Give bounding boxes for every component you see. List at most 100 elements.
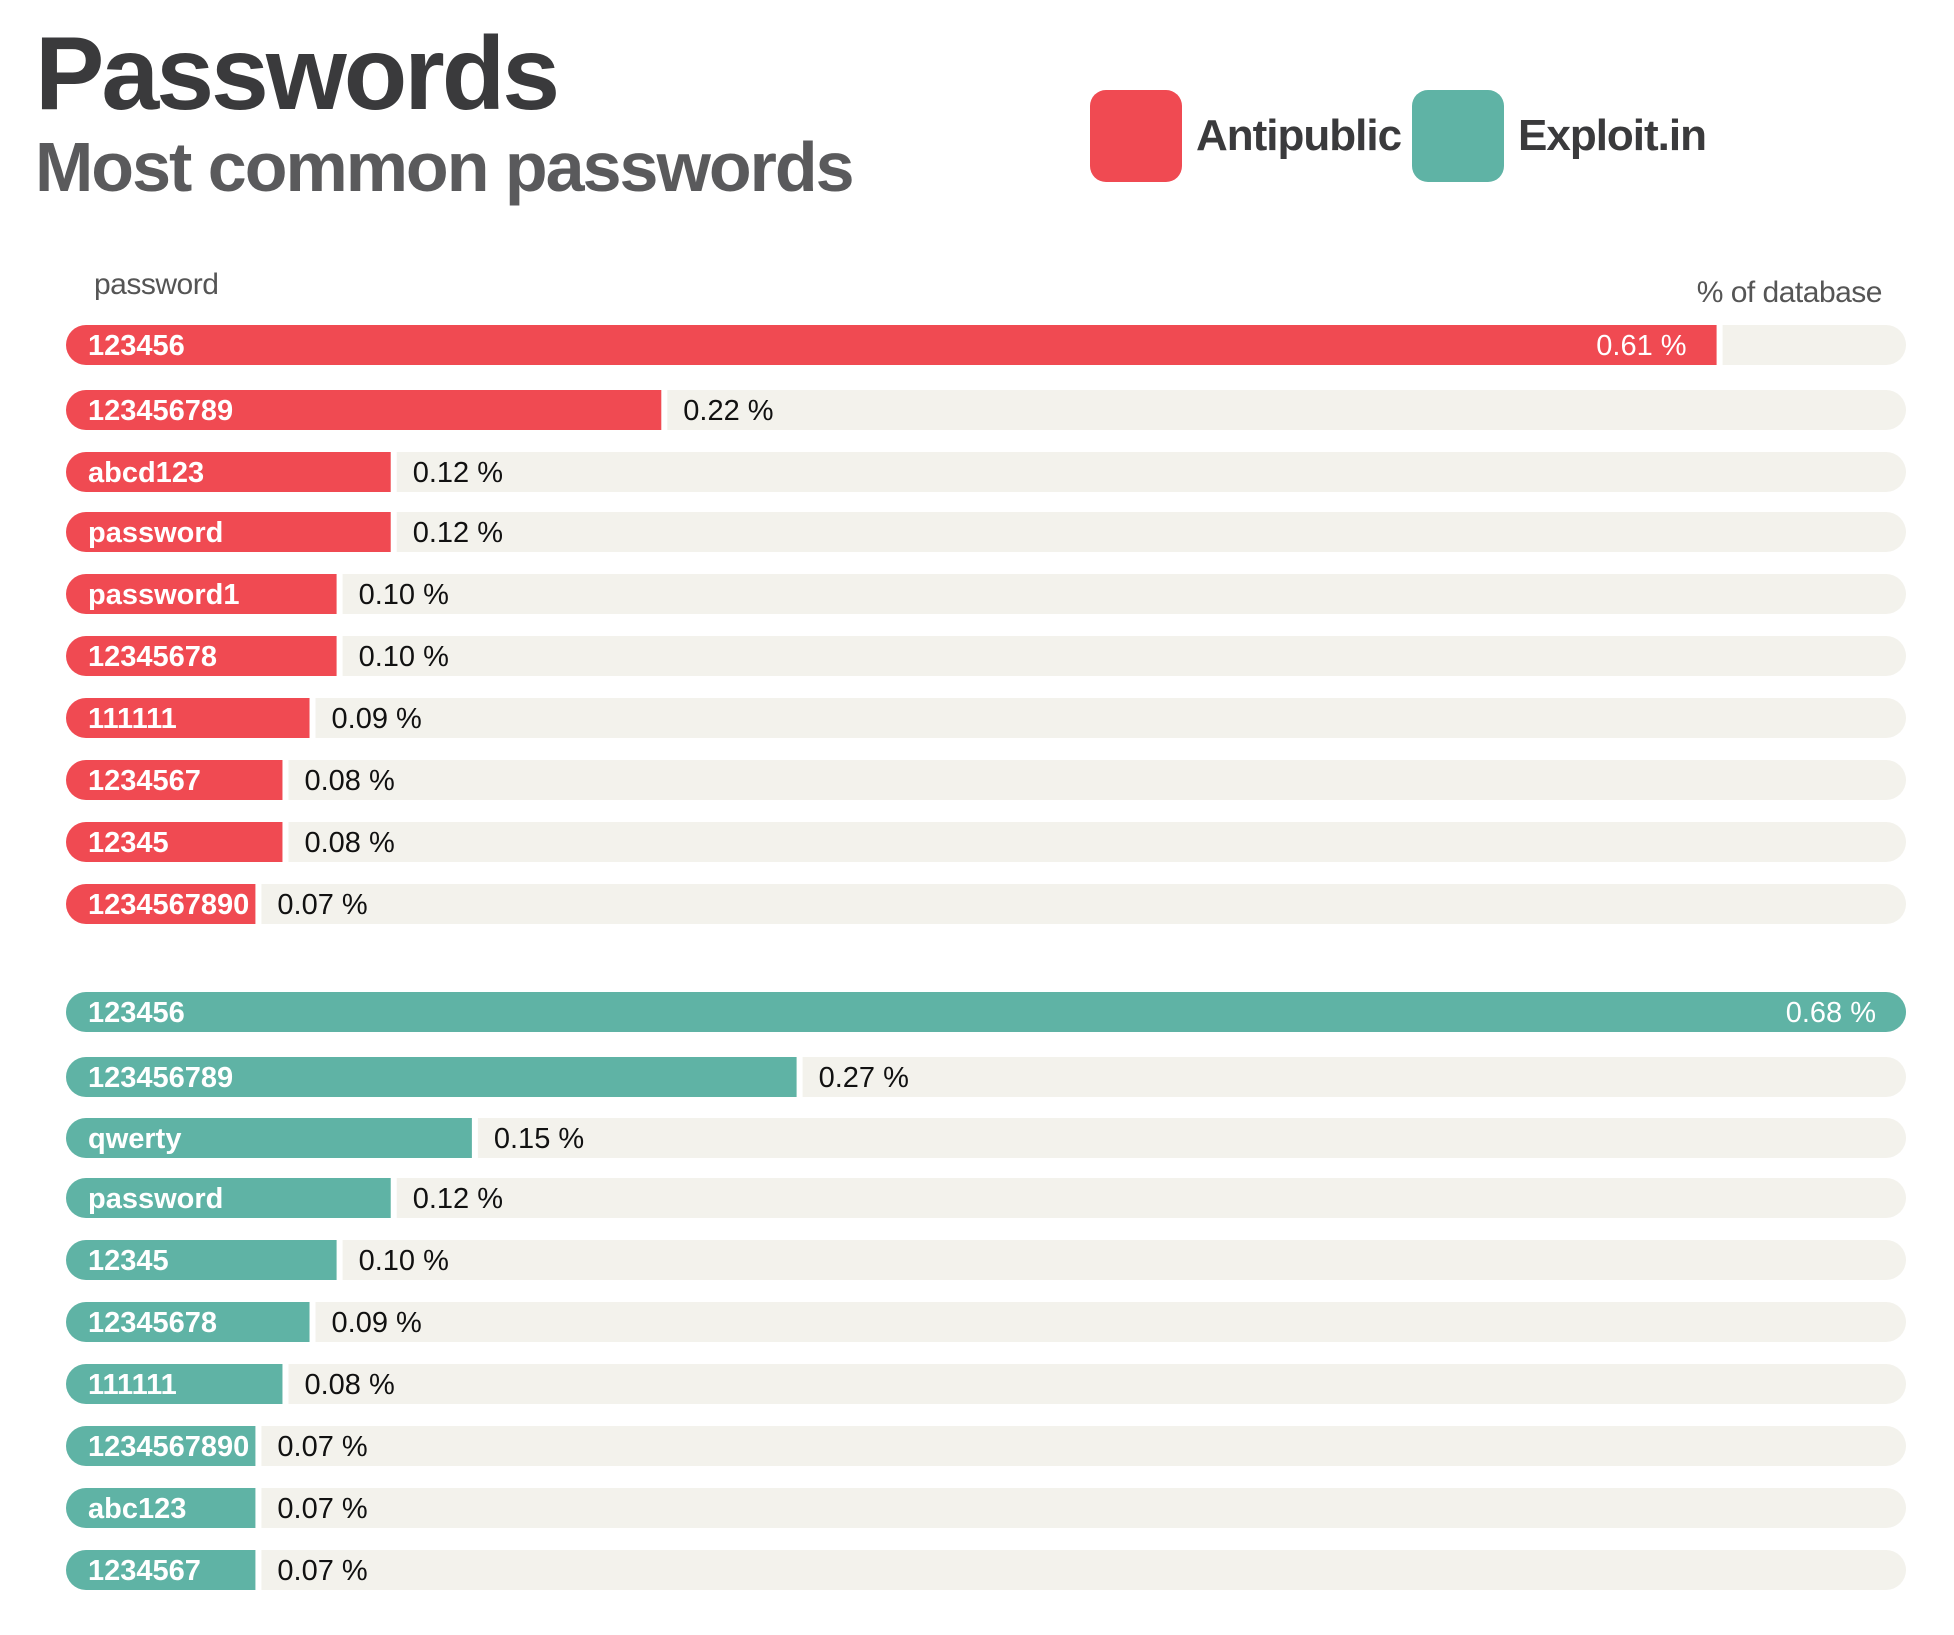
bar-separator <box>390 512 397 552</box>
bar-label: 123456789 <box>88 1062 233 1094</box>
bar <box>66 822 283 862</box>
bar-separator <box>282 822 289 862</box>
bar-separator <box>336 636 343 676</box>
bar-separator <box>309 698 316 738</box>
bar <box>66 1178 391 1218</box>
value-label: 0.07 % <box>277 1555 367 1587</box>
bar-label: 123456 <box>88 330 185 362</box>
bar <box>66 325 1717 365</box>
bar-separator <box>336 1240 343 1280</box>
value-label: 0.07 % <box>277 889 367 921</box>
bar <box>66 1057 797 1097</box>
bar-separator <box>796 1057 803 1097</box>
bar <box>66 1364 283 1404</box>
bar-label: 12345678 <box>88 641 217 673</box>
bar-label: 1234567890 <box>88 889 249 921</box>
bar-track <box>66 574 1906 614</box>
legend-swatch-antipublic <box>1090 90 1182 182</box>
value-label: 0.09 % <box>332 1307 422 1339</box>
legend-label-antipublic: Antipublic <box>1196 111 1402 160</box>
bar <box>66 390 662 430</box>
bar <box>66 636 337 676</box>
legend-item-antipublic: Antipublic <box>1090 90 1402 182</box>
bar-separator <box>282 760 289 800</box>
bar-separator <box>255 1488 262 1528</box>
bar-track <box>66 1550 1906 1590</box>
bar <box>66 1118 472 1158</box>
bar-label: 123456789 <box>88 395 233 427</box>
value-label: 0.10 % <box>359 579 449 611</box>
bar-separator <box>336 574 343 614</box>
bar-label: password <box>88 1183 223 1215</box>
bar <box>66 698 310 738</box>
bar-label: qwerty <box>88 1123 181 1155</box>
value-label: 0.12 % <box>413 517 503 549</box>
value-label: 0.27 % <box>819 1062 909 1094</box>
bar <box>66 1302 310 1342</box>
bar-separator <box>661 390 668 430</box>
value-label: 0.07 % <box>277 1431 367 1463</box>
percent-column-header: % of database <box>1696 276 1883 309</box>
bar-track <box>66 1364 1906 1404</box>
bar-label: 111111 <box>88 703 177 735</box>
bar <box>66 1550 256 1590</box>
bar-track <box>66 1118 1906 1158</box>
bar-track <box>66 452 1906 492</box>
bar-track <box>66 1426 1906 1466</box>
bar-separator <box>255 1426 262 1466</box>
value-label: 0.12 % <box>413 1183 503 1215</box>
value-label: 0.08 % <box>304 827 394 859</box>
bar-separator <box>255 1550 262 1590</box>
password-column-header: password <box>94 268 219 301</box>
value-label: 0.68 % <box>1786 997 1876 1029</box>
bar-label: 12345 <box>88 827 169 859</box>
value-label: 0.07 % <box>277 1493 367 1525</box>
bar-separator <box>390 452 397 492</box>
bar <box>66 1240 337 1280</box>
bar-track <box>66 1302 1906 1342</box>
legend-label-exploit: Exploit.in <box>1518 111 1707 160</box>
legend-swatch-exploit <box>1412 90 1504 182</box>
bar-label: 111111 <box>88 1369 177 1401</box>
value-label: 0.61 % <box>1596 330 1686 362</box>
bar-track <box>66 822 1906 862</box>
value-label: 0.10 % <box>359 1245 449 1277</box>
bar-label: 123456 <box>88 997 185 1029</box>
bar-label: 1234567 <box>88 765 201 797</box>
bar <box>66 452 391 492</box>
bar-label: password <box>88 517 223 549</box>
value-label: 0.22 % <box>683 395 773 427</box>
value-label: 0.09 % <box>332 703 422 735</box>
bar <box>66 884 256 924</box>
chart-subtitle: Most common passwords <box>35 128 855 206</box>
bar <box>66 760 283 800</box>
value-label: 0.15 % <box>494 1123 584 1155</box>
value-label: 0.12 % <box>413 457 503 489</box>
bar-track <box>66 1488 1906 1528</box>
bar-label: 12345 <box>88 1245 169 1277</box>
value-label: 0.08 % <box>304 1369 394 1401</box>
bar <box>66 1488 256 1528</box>
value-label: 0.08 % <box>304 765 394 797</box>
legend-item-exploit: Exploit.in <box>1412 90 1707 182</box>
bar-track <box>66 512 1906 552</box>
bar-separator <box>1716 325 1723 365</box>
bar-separator <box>282 1364 289 1404</box>
bar <box>66 512 391 552</box>
value-label: 0.10 % <box>359 641 449 673</box>
bar-separator <box>471 1118 478 1158</box>
bar-track <box>66 698 1906 738</box>
bar-label: 1234567 <box>88 1555 201 1587</box>
chart-title: Passwords <box>35 16 560 132</box>
bar-track <box>66 1178 1906 1218</box>
bar-track <box>66 636 1906 676</box>
bar <box>66 992 1906 1032</box>
bar-label: 1234567890 <box>88 1431 249 1463</box>
bar-track <box>66 884 1906 924</box>
bar-track <box>66 760 1906 800</box>
bar-separator <box>309 1302 316 1342</box>
bar-label: abcd123 <box>88 457 204 489</box>
bar-track <box>66 1240 1906 1280</box>
bar <box>66 1426 256 1466</box>
